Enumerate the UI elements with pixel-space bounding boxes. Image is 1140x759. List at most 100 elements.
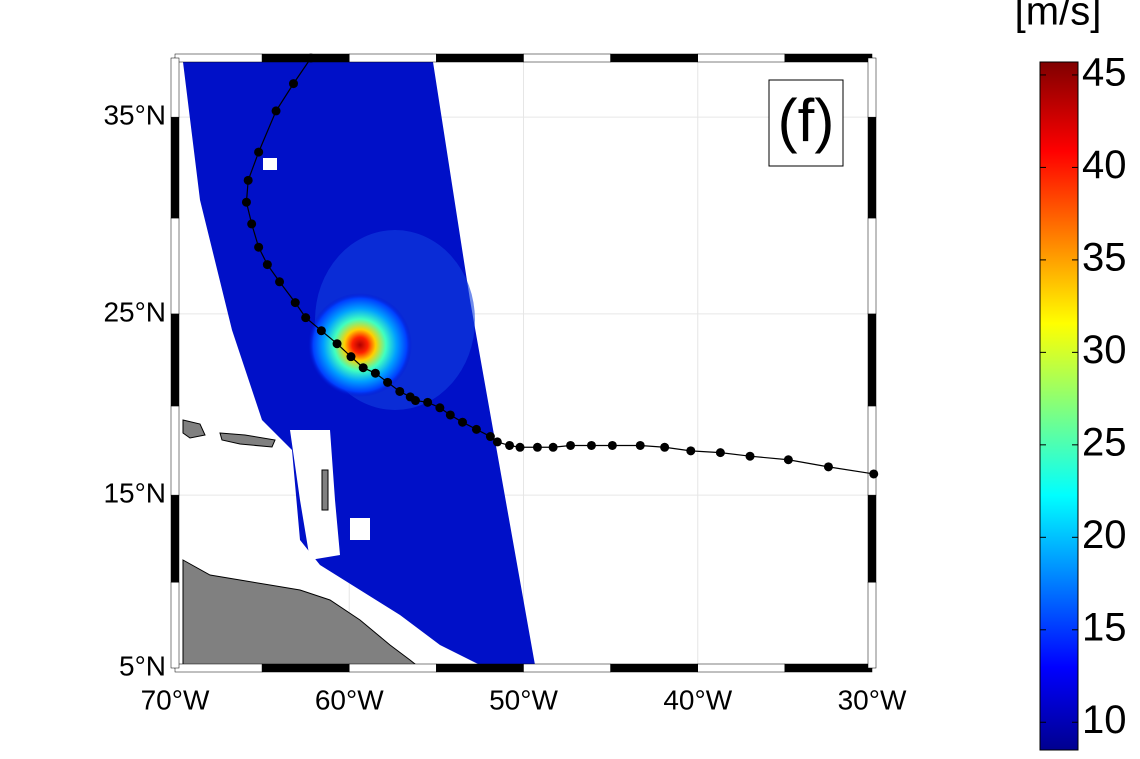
land: [182, 559, 421, 668]
frame-band: [610, 53, 698, 63]
frame-band: [436, 663, 524, 673]
track-point: [445, 410, 455, 420]
track-point: [745, 451, 755, 461]
colorbar-tick-label: 20: [1082, 513, 1127, 557]
x-tick-label: 70°W: [141, 684, 210, 715]
colorbar-tick-label: 25: [1082, 420, 1127, 464]
track-point: [241, 197, 251, 207]
track-point: [275, 277, 285, 287]
colorbar-tick-label: 35: [1082, 235, 1127, 279]
track-point: [586, 440, 596, 450]
frame-band: [261, 53, 350, 63]
y-tick-label: 25°N: [103, 296, 166, 327]
frame-band: [697, 53, 786, 63]
track-point: [548, 442, 558, 452]
frame-band: [174, 663, 263, 673]
track-point: [395, 386, 405, 396]
track-point: [660, 442, 670, 452]
track-point: [358, 363, 368, 373]
track-point: [423, 397, 433, 407]
frame-band: [349, 663, 437, 673]
frame-band: [261, 663, 350, 673]
track-point: [635, 440, 645, 450]
track-point: [532, 442, 542, 452]
frame-band: [784, 663, 873, 673]
track-point: [783, 455, 793, 465]
track-point: [607, 440, 617, 450]
frame-band: [349, 53, 437, 63]
frame-band: [523, 663, 611, 673]
storm-core: [308, 293, 412, 397]
track-point: [290, 298, 300, 308]
frame-band: [170, 116, 180, 219]
y-tick-label: 5°N: [119, 650, 166, 681]
frame-band: [867, 581, 877, 669]
colorbar-tick-label: 30: [1082, 328, 1127, 372]
x-tick-label: 30°W: [838, 684, 907, 715]
frame-band: [170, 313, 180, 407]
frame-band: [436, 53, 524, 63]
x-tick-label: 60°W: [315, 684, 384, 715]
land: [219, 432, 276, 448]
track-point: [301, 313, 311, 323]
colorbar-tick-label: 15: [1082, 605, 1127, 649]
colorbar: [1039, 61, 1079, 751]
frame-band: [170, 405, 180, 496]
track-point: [686, 446, 696, 456]
frame-band: [784, 53, 873, 63]
colorbar-tick-label: 40: [1082, 143, 1127, 187]
track-point: [458, 417, 468, 427]
track-point: [485, 432, 495, 442]
track-point: [505, 440, 515, 450]
track-point: [566, 440, 576, 450]
colorbar-tick-label: 45: [1082, 51, 1127, 95]
swath-gap: [350, 518, 370, 540]
land: [182, 419, 206, 439]
swath-gap: [263, 158, 277, 170]
track-point: [435, 403, 445, 413]
track-point: [262, 260, 272, 270]
colorbar-label: [m/s]: [1015, 0, 1102, 34]
frame-band: [867, 116, 877, 219]
track-point: [288, 79, 298, 89]
frame-band: [867, 217, 877, 315]
track-point: [405, 392, 415, 402]
track-point: [316, 326, 326, 336]
track-point: [271, 106, 281, 116]
track-point: [243, 175, 253, 185]
swath-gap: [290, 430, 340, 560]
frame-band: [170, 494, 180, 583]
track-point: [869, 469, 879, 479]
track-point: [370, 368, 380, 378]
y-tick-label: 15°N: [103, 478, 166, 509]
track-point: [254, 147, 264, 157]
panel-label-box: [768, 79, 844, 167]
track-point: [471, 424, 481, 434]
frame-band: [867, 494, 877, 583]
panel-label: (f): [778, 87, 835, 154]
track-point: [515, 442, 525, 452]
track-point: [247, 219, 257, 229]
track-point: [306, 53, 316, 63]
track-point: [823, 462, 833, 472]
frame-band: [697, 663, 786, 673]
colorbar-tick-label: 10: [1082, 698, 1127, 742]
track-point: [715, 448, 725, 458]
x-tick-label: 40°W: [663, 684, 732, 715]
track-point: [332, 339, 342, 349]
frame-band: [170, 217, 180, 315]
map-area: [175, 58, 872, 668]
frame-band: [523, 53, 611, 63]
track-point: [254, 242, 264, 252]
frame-band: [867, 405, 877, 496]
frame-band: [867, 57, 877, 118]
y-tick-label: 35°N: [103, 100, 166, 131]
track-point: [383, 377, 393, 387]
land: [321, 469, 329, 511]
track-point: [492, 437, 502, 447]
frame-band: [610, 663, 698, 673]
track-point: [346, 352, 356, 362]
frame-band: [867, 313, 877, 407]
